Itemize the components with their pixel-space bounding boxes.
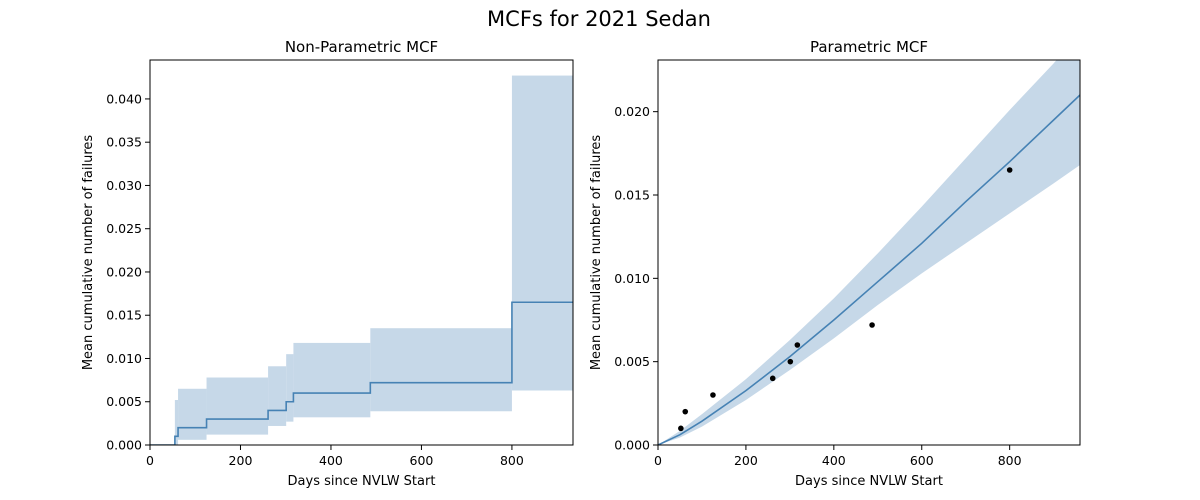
x-tick-label: 400: [319, 453, 343, 468]
y-tick-label: 0.025: [106, 221, 142, 236]
x-tick-label: 200: [229, 453, 253, 468]
plot-area: [658, 60, 1080, 445]
panel-title: Parametric MCF: [810, 38, 928, 56]
y-axis-label: Mean cumulative number of failures: [81, 135, 96, 371]
y-axis-label: Mean cumulative number of failures: [589, 135, 604, 371]
mcf-fit-line: [658, 94, 1080, 445]
confidence-band-segment: [286, 354, 294, 422]
panel-title: Non-Parametric MCF: [285, 38, 438, 56]
y-tick-label: 0.010: [106, 351, 142, 366]
x-tick-label: 600: [910, 453, 934, 468]
chart-panel-nonparametric: 0 200 400 600 800 0.000 0.005 0.010 0.015 0.020 0.…: [81, 38, 574, 489]
plot-area: [150, 75, 573, 445]
y-tick-label: 0.020: [614, 104, 650, 119]
axes-frame: [657, 59, 1081, 446]
y-tick-label: 0.000: [106, 438, 142, 453]
confidence-band-segment: [178, 388, 207, 440]
axes-frame: [149, 59, 574, 446]
data-point: [1006, 167, 1013, 173]
data-point: [682, 408, 689, 415]
data-point: [794, 342, 801, 348]
data-point: [710, 392, 716, 398]
data-point: [787, 358, 794, 365]
x-axis-label: Days since NVLW Start: [795, 474, 943, 489]
chart-panel-parametric: 0 200 400 600 800 0.000 0.005 0.010 0.015 0.020 Pa…: [589, 38, 1081, 489]
x-tick-label: 0: [654, 453, 662, 468]
x-axis-label: Days since NVLW Start: [288, 474, 436, 489]
y-tick-label: 0.015: [106, 308, 142, 323]
figure-title: MCFs for 2021 Sedan: [487, 7, 711, 31]
y-tick-label: 0.005: [614, 354, 650, 369]
x-tick-label: 400: [822, 453, 846, 468]
confidence-band: [658, 60, 1080, 445]
mcf-step-line: [150, 301, 573, 445]
confidence-band-segment: [511, 75, 573, 391]
y-tick-label: 0.015: [614, 188, 650, 203]
y-tick-label: 0.005: [106, 394, 142, 409]
y-tick-label: 0.030: [106, 178, 142, 193]
confidence-band-segment: [293, 342, 371, 418]
x-tick-label: 0: [146, 453, 154, 468]
y-tick-label: 0.000: [614, 438, 650, 453]
confidence-band-segment: [268, 366, 287, 426]
data-point: [869, 322, 875, 328]
x-tick-label: 200: [734, 453, 758, 468]
y-tick-label: 0.010: [614, 271, 650, 286]
confidence-band-segment: [370, 328, 512, 412]
data-point: [769, 375, 776, 382]
data-point: [678, 425, 684, 432]
x-tick-label: 600: [410, 453, 434, 468]
y-tick-label: 0.020: [106, 264, 142, 279]
confidence-band-segment: [174, 400, 179, 445]
y-tick-label: 0.035: [106, 135, 142, 150]
x-tick-label: 800: [500, 453, 524, 468]
confidence-band-segment: [206, 377, 269, 435]
x-tick-label: 800: [998, 453, 1022, 468]
y-tick-label: 0.040: [106, 91, 142, 106]
